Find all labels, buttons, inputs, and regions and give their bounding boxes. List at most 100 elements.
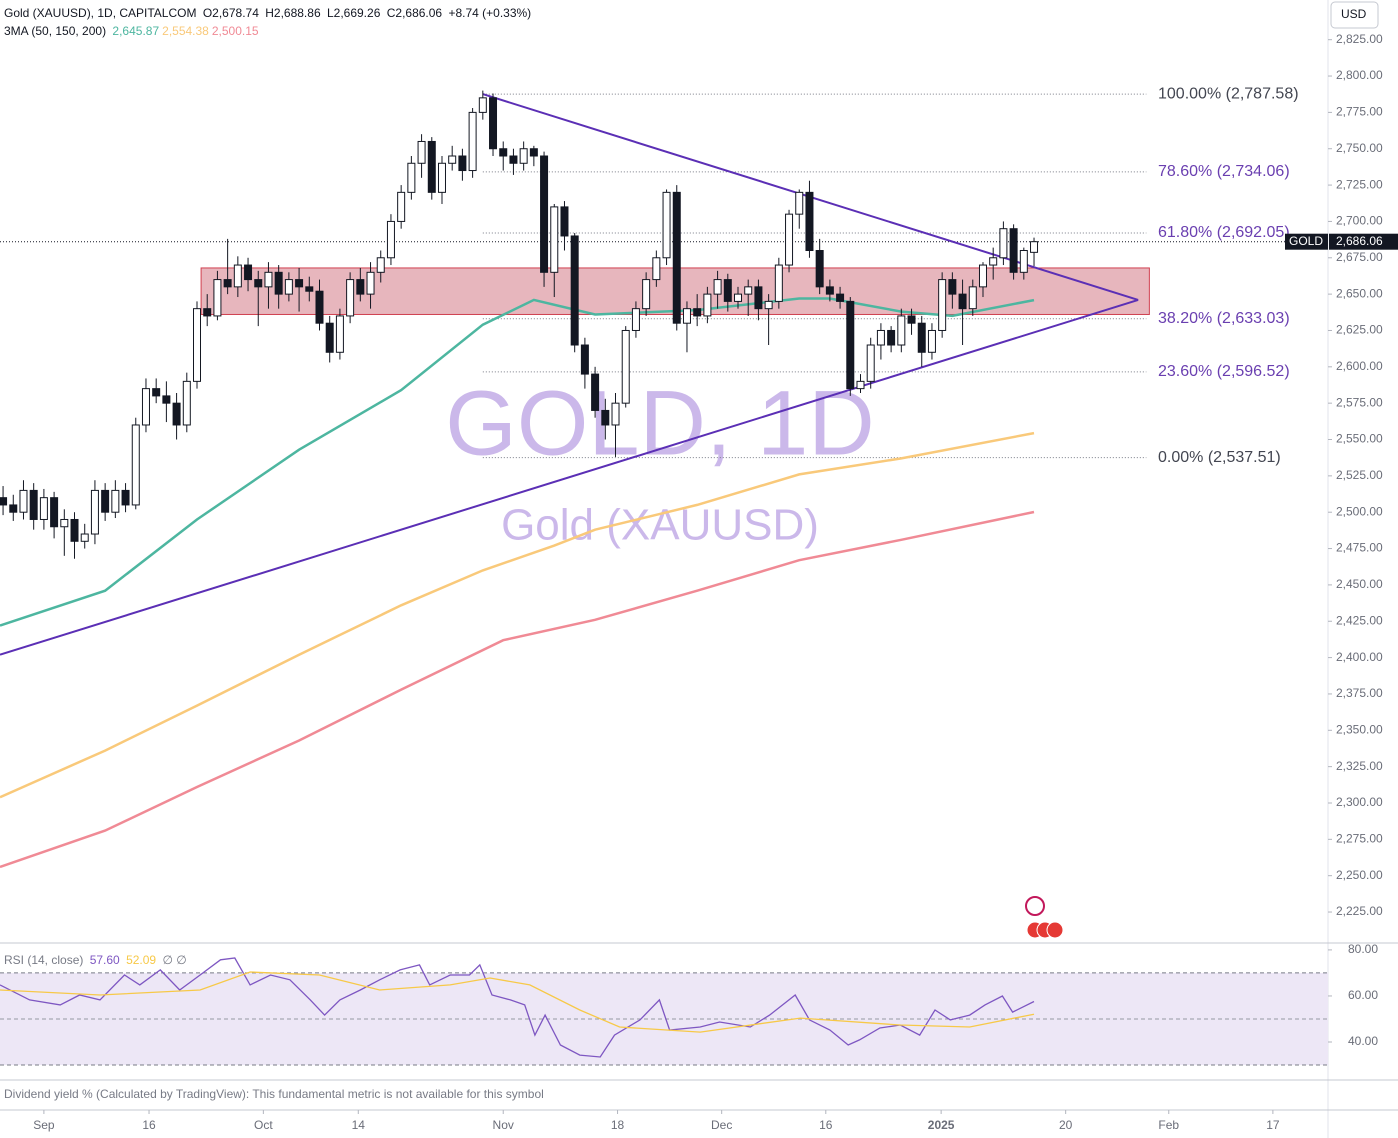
candle-body xyxy=(39,497,48,520)
fib-label: 38.20% (2,633.03) xyxy=(1158,310,1290,327)
x-tick-label: 18 xyxy=(611,1118,625,1132)
candle-body xyxy=(540,155,549,273)
candle-body xyxy=(437,162,446,193)
y-tick-label: 2,350.00 xyxy=(1336,722,1383,736)
candle-body xyxy=(836,293,845,302)
y-tick-label: 2,725.00 xyxy=(1336,177,1383,191)
rsi-ma-value: 52.09 xyxy=(126,953,157,967)
l-value: 2,669.26 xyxy=(333,6,381,20)
x-tick-label: 17 xyxy=(1266,1118,1280,1132)
y-tick-label: 2,300.00 xyxy=(1336,795,1383,809)
candle-body xyxy=(795,191,804,215)
candle-body xyxy=(417,140,426,164)
rsi-y-tick-label: 40.00 xyxy=(1348,1034,1378,1048)
candle-body xyxy=(70,518,79,542)
candle-body xyxy=(448,155,457,164)
candle-body xyxy=(927,329,936,353)
candle-body xyxy=(978,264,987,288)
y-tick-label: 2,550.00 xyxy=(1336,432,1383,446)
rsi-y-tick-label: 80.00 xyxy=(1348,942,1378,956)
y-tick-label: 2,625.00 xyxy=(1336,323,1383,337)
y-tick-label: 2,325.00 xyxy=(1336,759,1383,773)
x-tick-label: Nov xyxy=(493,1118,514,1132)
candle-body xyxy=(489,97,498,150)
event-icon[interactable] xyxy=(1025,896,1045,916)
candle-body xyxy=(529,148,538,157)
y-tick-label: 2,775.00 xyxy=(1336,105,1383,119)
y-tick-label: 2,575.00 xyxy=(1336,395,1383,409)
x-tick-label: Feb xyxy=(1158,1118,1179,1132)
candle-body xyxy=(1019,250,1028,273)
candle-body xyxy=(315,290,324,324)
y-tick-label: 2,375.00 xyxy=(1336,686,1383,700)
fib-label: 0.00% (2,537.51) xyxy=(1158,449,1281,466)
candle-body xyxy=(611,402,620,426)
candle-body xyxy=(652,257,661,281)
x-tick-label: Dec xyxy=(711,1118,732,1132)
legend-main: Gold (XAUUSD), 1D, CAPITALCOM O2,678.74 … xyxy=(4,6,534,20)
y-tick-label: 2,450.00 xyxy=(1336,577,1383,591)
candle-body xyxy=(397,191,406,222)
o-value: 2,678.74 xyxy=(212,6,259,20)
candle-body xyxy=(427,140,436,193)
x-tick-label: Sep xyxy=(33,1118,55,1132)
currency: USD xyxy=(1341,7,1367,21)
fib-label: 23.60% (2,596.52) xyxy=(1158,363,1290,380)
candle-body xyxy=(815,250,824,288)
candle-body xyxy=(356,279,365,295)
candle-body xyxy=(9,504,18,513)
y-tick-label: 2,750.00 xyxy=(1336,141,1383,155)
candle-body xyxy=(376,257,385,273)
candle-body xyxy=(407,162,416,193)
candle-body xyxy=(19,489,28,513)
y-tick-label: 2,500.00 xyxy=(1336,504,1383,518)
currency-button[interactable] xyxy=(1330,1,1379,29)
moving-average xyxy=(0,431,1035,799)
candle-body xyxy=(774,264,783,302)
candle-body xyxy=(570,235,579,346)
y-tick-label: 2,400.00 xyxy=(1336,650,1383,664)
ma-value: 2,645.87 xyxy=(112,24,160,38)
candle-body xyxy=(754,286,763,310)
candle-body xyxy=(580,344,589,375)
y-tick-label: 2,275.00 xyxy=(1336,832,1383,846)
candle-body xyxy=(284,279,293,295)
candle-body xyxy=(131,424,140,506)
candle-body xyxy=(550,206,559,273)
moving-average xyxy=(0,510,1035,869)
candle-body xyxy=(856,380,865,390)
candle-body xyxy=(499,148,508,157)
candle-body xyxy=(907,315,916,324)
candle-body xyxy=(29,489,38,520)
candle-body xyxy=(274,271,283,295)
candle-body xyxy=(662,191,671,259)
candle-body xyxy=(182,380,191,426)
c-value: 2,686.06 xyxy=(395,6,443,20)
candle-body xyxy=(825,286,834,295)
legend-rsi: RSI (14, close) 57.60 52.09 ∅ ∅ xyxy=(4,953,190,967)
l-key: L xyxy=(326,6,334,20)
candle-body xyxy=(50,497,59,528)
x-tick-label: 16 xyxy=(819,1118,833,1132)
y-tick-label: 2,425.00 xyxy=(1336,613,1383,627)
candle-body xyxy=(631,308,640,331)
candle-body xyxy=(989,257,998,266)
x-tick-label: 14 xyxy=(352,1118,366,1132)
y-tick-label: 2,800.00 xyxy=(1336,68,1383,82)
candle-body xyxy=(938,279,947,331)
y-tick-label: 2,475.00 xyxy=(1336,541,1383,555)
candle-body xyxy=(866,344,875,382)
candle-body xyxy=(723,279,732,302)
candle-body xyxy=(621,329,630,404)
x-tick-label: 20 xyxy=(1059,1118,1073,1132)
candle-body xyxy=(141,388,150,426)
candle-body xyxy=(305,286,314,292)
candle-body xyxy=(805,191,814,252)
o-key: O xyxy=(202,6,213,20)
candle-body xyxy=(1030,241,1039,253)
candle-body xyxy=(693,308,702,317)
candle-body xyxy=(80,533,89,542)
event-icon[interactable] xyxy=(1046,921,1064,939)
change: +8.74 (+0.33%) xyxy=(448,6,532,20)
